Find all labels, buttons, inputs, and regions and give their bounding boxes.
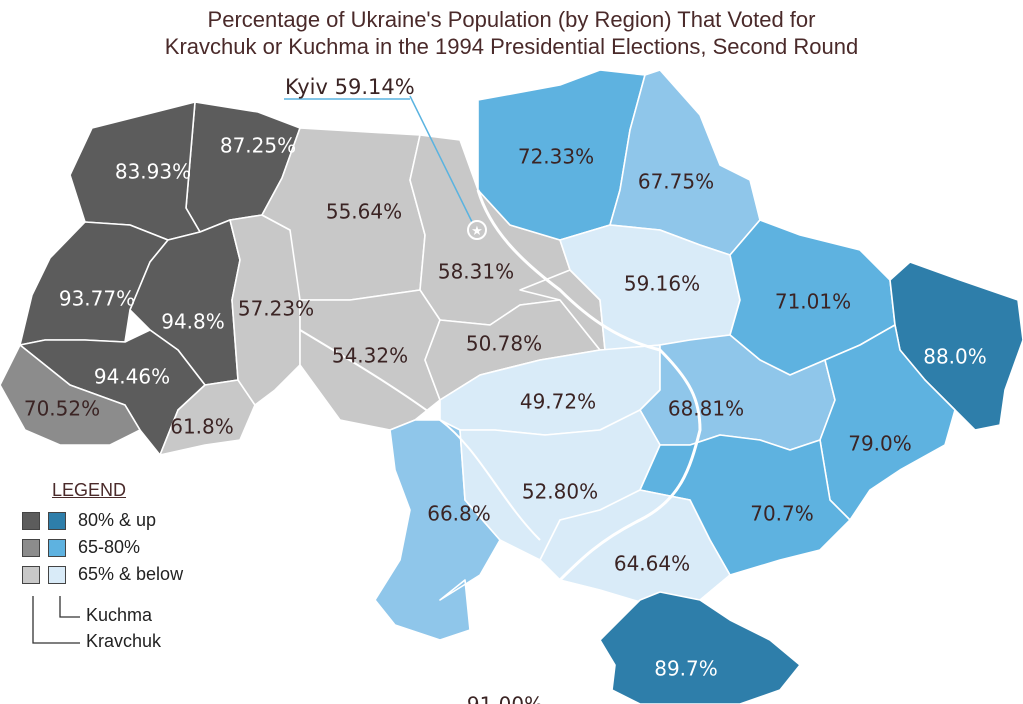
label-kherson: 64.64% xyxy=(614,552,690,576)
label-zakarpattia: 70.52% xyxy=(24,397,100,421)
legend: LEGEND 80% & up 65-80% 65% & below xyxy=(22,480,183,588)
chart-title: Percentage of Ukraine's Population (by R… xyxy=(0,6,1023,60)
swatch-kuchma-mid xyxy=(48,538,66,557)
swatch-kuchma-low xyxy=(48,565,66,584)
legend-title: LEGEND xyxy=(52,480,127,500)
river-bug xyxy=(299,329,541,541)
label-sumy: 67.75% xyxy=(638,170,714,194)
label-lviv-north: 83.93% xyxy=(115,160,191,184)
label-poltava: 59.16% xyxy=(624,272,700,296)
label-vinnytsia: 54.32% xyxy=(332,344,408,368)
label-sevastopol-partial: 91.00% xyxy=(467,693,543,704)
kyiv-callout-label: Kyiv 59.14% xyxy=(285,75,415,99)
label-kirovohrad: 49.72% xyxy=(520,390,596,414)
swatch-kravchuk-mid xyxy=(22,538,40,557)
region-crimea xyxy=(599,591,801,704)
legend-kravchuk-label: Kravchuk xyxy=(86,631,162,651)
swatch-kuchma-high xyxy=(48,511,66,530)
label-cherkasy: 50.78% xyxy=(466,332,542,356)
region-zakarpattia xyxy=(0,344,141,446)
label-donetsk: 79.0% xyxy=(848,432,912,456)
label-kharkiv: 71.01% xyxy=(775,290,851,314)
label-khmelnytskyi: 57.23% xyxy=(238,297,314,321)
title-line-2: Kravchuk or Kuchma in the 1994 President… xyxy=(164,34,859,59)
label-dnipropetrovsk: 68.81% xyxy=(668,397,744,421)
label-chernivtsi: 61.8% xyxy=(170,415,234,439)
label-crimea: 89.7% xyxy=(654,657,718,681)
legend-label-mid: 65-80% xyxy=(78,537,141,557)
region-labels: 87.25% 83.93% 93.77% 94.8% 94.46% 70.52%… xyxy=(24,134,987,704)
legend-label-low: 65% & below xyxy=(78,564,184,584)
kyiv-star-icon: ★ xyxy=(471,223,483,238)
label-chernihiv: 72.33% xyxy=(518,145,594,169)
title-line-1: Percentage of Ukraine's Population (by R… xyxy=(207,7,816,32)
river-dnipro xyxy=(476,189,702,582)
kyiv-marker xyxy=(467,220,487,240)
legend-kuchma-label: Kuchma xyxy=(86,605,153,625)
label-luhansk: 88.0% xyxy=(923,345,987,369)
label-ivano-frankivsk: 94.46% xyxy=(94,365,170,389)
label-lviv: 93.77% xyxy=(59,287,135,311)
region-odesa xyxy=(374,419,501,641)
legend-row-low: 65% & below xyxy=(22,561,183,588)
region-kherson xyxy=(539,489,731,606)
label-volyn: 87.25% xyxy=(220,134,296,158)
label-kyiv-oblast: 58.31% xyxy=(438,260,514,284)
swatch-kravchuk-high xyxy=(22,511,40,530)
label-zaporizhzhia: 70.7% xyxy=(750,502,814,526)
kyiv-callout-line xyxy=(409,95,476,229)
legend-row-high: 80% & up xyxy=(22,507,183,534)
swatch-kravchuk-low xyxy=(22,565,40,584)
legend-row-mid: 65-80% xyxy=(22,534,183,561)
label-odesa: 66.8% xyxy=(427,502,491,526)
label-zhytomyr: 55.64% xyxy=(326,200,402,224)
label-ternopil: 94.8% xyxy=(161,310,225,334)
legend-label-high: 80% & up xyxy=(78,510,157,530)
label-mykolaiv: 52.80% xyxy=(522,480,598,504)
